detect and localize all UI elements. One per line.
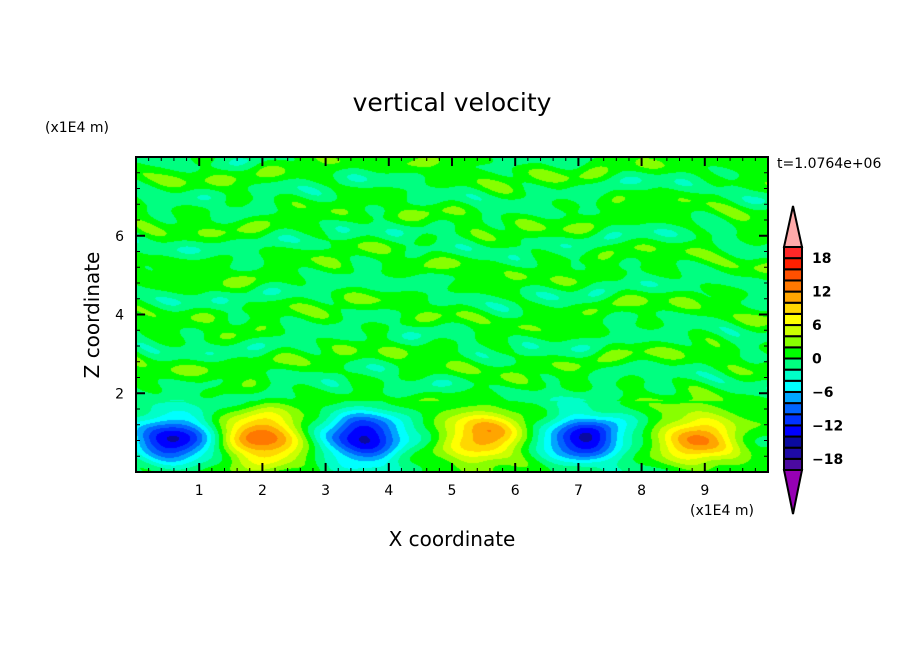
colorbar-box [783,312,803,327]
colorbar-box [783,446,803,460]
colorbar-box [783,290,803,304]
y-tick-label: 4 [115,308,124,324]
colorbar-box [783,424,803,438]
plot-frame [135,156,769,473]
x-tick-label: 3 [321,483,330,499]
x-tick-label: 4 [384,483,393,499]
colorbar-box [783,279,803,293]
colorbar-box [783,402,803,416]
colorbar-tick-label: −12 [812,418,843,434]
x-axis-unit: (x1E4 m) [690,503,754,519]
colorbar-under-triangle [782,469,804,515]
colorbar-box [783,379,803,393]
colorbar-box [783,301,803,315]
colorbar-box [783,257,803,271]
x-tick-label: 2 [258,483,267,499]
colorbar-tick-label: 0 [812,352,822,368]
x-tick-label: 5 [448,483,457,499]
y-axis-unit: (x1E4 m) [45,120,109,136]
colorbar-tick-label: 6 [812,318,822,334]
y-tick-label: 6 [115,229,124,245]
colorbar-box [783,335,803,349]
x-tick-label: 6 [511,483,520,499]
colorbar-box [783,390,803,405]
x-tick-label: 7 [574,483,583,499]
colorbar-box [783,268,803,282]
colorbar-box [783,324,803,338]
chart-title: vertical velocity [352,88,552,117]
y-tick-label: 2 [115,386,124,402]
colorbar-box [783,457,803,472]
colorbar-box [783,346,803,360]
colorbar-box [783,413,803,427]
colorbar-box [783,368,803,382]
colorbar-tick-label: 12 [812,285,831,301]
time-label: t=1.0764e+06 [777,156,882,172]
x-tick-label: 1 [195,483,204,499]
colorbar-box [783,435,803,449]
contour-field [136,157,768,472]
colorbar-tick-label: 18 [812,251,831,267]
colorbar-box [783,357,803,371]
colorbar-tick-label: −6 [812,385,833,401]
x-axis-label: X coordinate [388,527,516,551]
x-tick-label: 9 [700,483,709,499]
x-tick-label: 8 [637,483,646,499]
colorbar-tick-label: −18 [812,452,843,468]
colorbar-over-triangle [782,205,804,248]
colorbar-box [783,246,803,260]
